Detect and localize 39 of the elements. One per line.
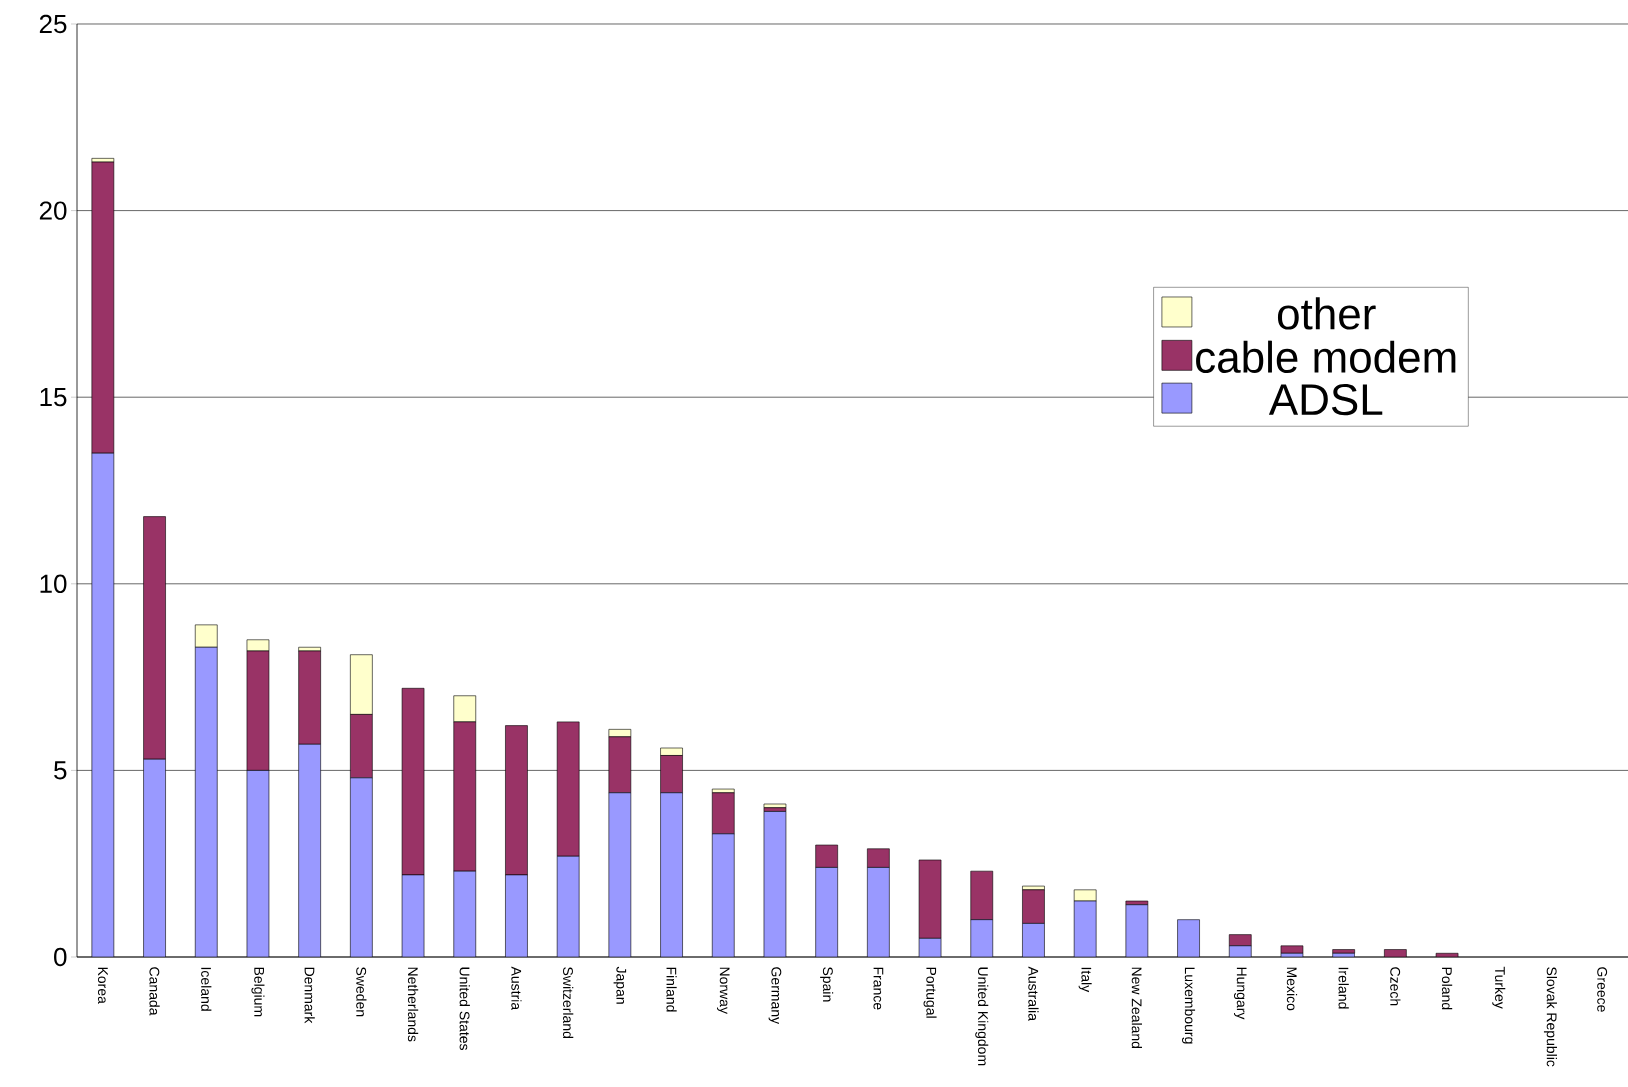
legend-label: other (1277, 297, 1376, 330)
x-tick-label: Austria (511, 966, 522, 1011)
x-tick-label: Canada (149, 967, 160, 1016)
x-tick-label: United States (459, 967, 470, 1051)
x-tick-label: Luxembourg (1182, 967, 1196, 1044)
x-tick-label: Portugal (923, 967, 937, 1018)
y-tick-label: 25 (39, 14, 67, 34)
x-tick-label: France (873, 967, 884, 1010)
x-tick-label: Greece (1597, 967, 1608, 1012)
x-tick-label: Spain (820, 967, 834, 1002)
x-tick-label: Korea (97, 967, 108, 1004)
x-tick-label: Germany (768, 967, 782, 1025)
y-tick-label: 15 (40, 388, 67, 407)
x-tick-label: Hungary (1233, 967, 1247, 1020)
x-tick-label: Mexico (1286, 967, 1298, 1011)
y-tick-label: 0 (54, 947, 67, 967)
x-tick-label: Sweden (356, 967, 367, 1017)
x-tick-label: Japan (613, 966, 627, 1004)
x-tick-label: New Zealand (1131, 967, 1142, 1049)
x-tick-label: Slovak Republic (1543, 967, 1557, 1067)
x-tick-label: Iceland (201, 967, 212, 1011)
x-tick-label: Turkey (1492, 966, 1506, 1009)
x-tick-label: Poland (1441, 967, 1453, 1010)
x-tick-label: Czech (1390, 967, 1401, 1006)
legend-label: ADSL (1268, 384, 1383, 416)
x-tick-label: Denmark (304, 967, 315, 1024)
x-tick-label: Australia (1028, 966, 1039, 1021)
y-tick-label: 20 (39, 201, 67, 220)
x-tick-label: Netherlands (407, 967, 419, 1042)
x-tick-label: United Kingdom (975, 967, 989, 1066)
legend-label: cable modem (1196, 340, 1456, 373)
x-tick-label: Norway (716, 967, 730, 1014)
x-tick-label: Ireland (1338, 967, 1349, 1009)
x-tick-label: Belgium (251, 967, 265, 1017)
y-tick-label: 10 (40, 574, 67, 593)
x-tick-label: Italy (1078, 967, 1092, 993)
y-tick-label: 5 (54, 761, 67, 780)
x-tick-label: Switzerland (563, 967, 574, 1038)
x-tick-label: Finland (666, 967, 677, 1012)
